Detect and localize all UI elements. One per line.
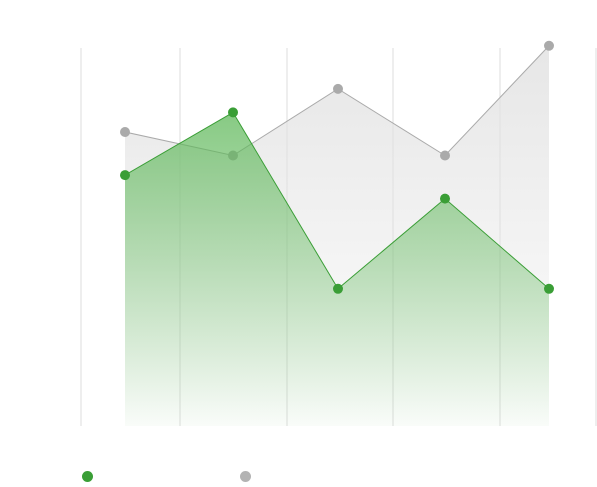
series-2-point-4 (440, 150, 450, 161)
series-1-point-2 (228, 107, 238, 118)
legend (82, 469, 398, 483)
legend-marker-series-1 (82, 470, 93, 482)
series-1-point-3 (333, 283, 343, 294)
legend-item-series-2[interactable] (240, 469, 398, 483)
series-2-point-3 (333, 83, 343, 94)
series-1-area (125, 112, 549, 427)
legend-item-series-1[interactable] (82, 469, 240, 483)
series-2-point-5 (544, 40, 554, 51)
series-1-point-1 (120, 170, 130, 181)
legend-marker-series-2 (240, 470, 251, 482)
series-1 (120, 107, 554, 427)
series-2-point-1 (120, 127, 130, 137)
series-1-point-5 (544, 283, 554, 294)
series-1-point-4 (440, 193, 450, 204)
